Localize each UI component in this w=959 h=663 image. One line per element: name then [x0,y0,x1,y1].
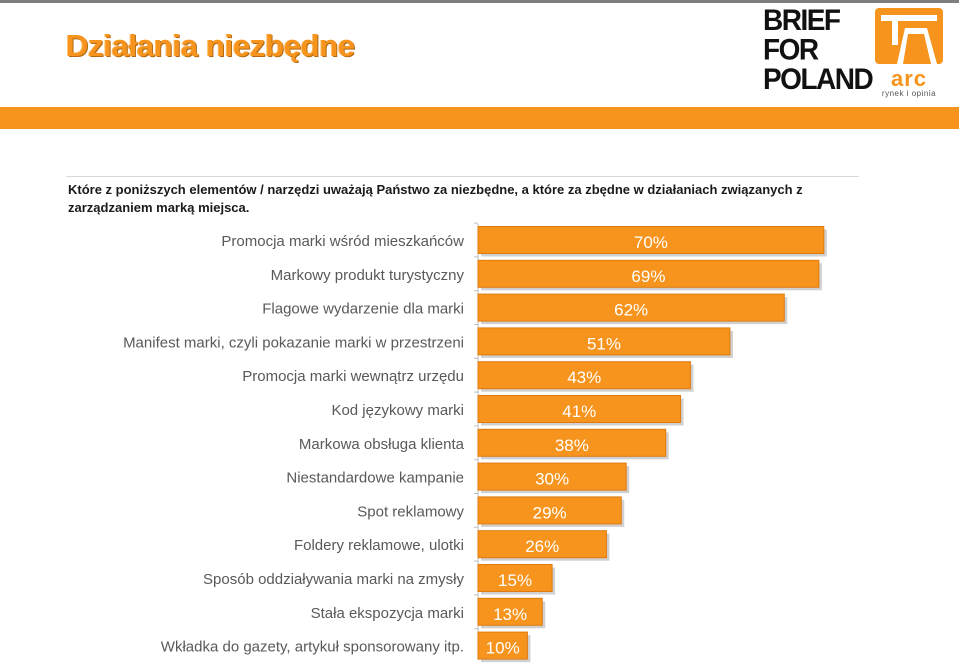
value-label: 30% [535,470,569,489]
category-label: Promocja marki wewnątrz urzędu [242,368,464,385]
arc-tagline: rynek i opinia [881,89,937,98]
chart-category-labels: Promocja marki wśród mieszkańców Markowy … [123,233,465,656]
value-label: 62% [614,301,648,320]
chart-bars [477,226,827,663]
value-label: 51% [587,334,621,353]
bar [477,462,627,491]
category-label: Manifest marki, czyli pokazanie marki w … [123,334,464,351]
category-label: Markowa obsługa klienta [299,436,465,453]
value-label: 69% [631,267,665,286]
category-label: Stała ekspozycja marki [311,605,464,622]
category-label: Kod językowy marki [331,402,464,419]
bar [477,226,825,254]
brand-line-2: FOR [763,33,819,66]
category-label: Sposób oddziaływania marki na zmysły [203,571,464,588]
bar [477,564,553,592]
value-label: 13% [493,605,527,624]
category-label: Niestandardowe kampanie [286,470,464,487]
value-label: 70% [634,233,668,252]
survey-question: Które z poniższych elementów / narzędzi … [68,182,803,215]
bar [477,597,543,626]
chart-axis [474,222,479,660]
bar [477,428,667,457]
value-label: 43% [567,368,601,387]
header-band [0,107,959,129]
category-label: Markowy produkt turystyczny [271,267,465,284]
bar [477,496,622,525]
value-label: 41% [562,402,596,421]
bar [477,293,785,322]
category-label: Spot reklamowy [357,503,464,520]
value-label: 29% [533,503,567,522]
value-label: 15% [498,571,532,590]
bar [477,631,528,660]
category-label: Foldery reklamowe, ulotki [294,537,464,554]
category-label: Promocja marki wśród mieszkańców [221,233,464,250]
chart-value-labels: 70% 69% 62% 51% 43% 41% 38% 30% 29% 26% 15% 13% 10% [486,233,668,658]
page-title: Działania niezbędne [66,28,355,63]
category-label: Flagowe wydarzenie dla marki [262,301,464,318]
value-label: 26% [525,537,559,556]
bar [477,530,607,559]
bar [477,361,691,390]
bar [477,259,820,288]
bar [477,327,731,356]
arc-wordmark: arc [890,66,928,91]
question-divider [66,176,859,177]
category-label: Wkładka do gazety, artykuł sponsorowany … [161,639,464,656]
brand-line-3: POLAND [763,62,874,96]
value-label: 10% [486,639,520,658]
arc-logo-icon [875,8,943,64]
brief-for-poland-logo: BRIEF FOR POLAND [763,3,874,96]
bar [477,395,682,423]
brand-line-1: BRIEF [763,3,841,37]
value-label: 38% [555,436,589,455]
top-divider-line [0,0,959,3]
